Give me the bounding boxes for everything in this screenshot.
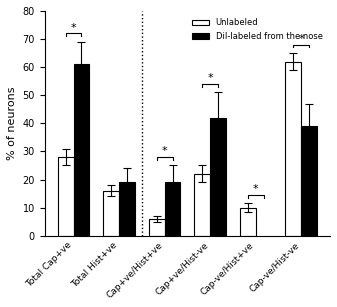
Bar [285, 61, 301, 236]
Bar [119, 182, 135, 236]
Bar [240, 208, 256, 236]
Bar [301, 126, 317, 236]
Bar [73, 64, 89, 236]
Text: *: * [298, 34, 304, 44]
Bar [103, 191, 119, 236]
Text: *: * [207, 73, 213, 83]
Bar [149, 219, 164, 236]
Text: *: * [71, 23, 76, 33]
Bar [164, 182, 181, 236]
Legend: Unlabeled, DiI-labeled from the nose: Unlabeled, DiI-labeled from the nose [189, 15, 326, 44]
Bar [194, 174, 210, 236]
Y-axis label: % of neurons: % of neurons [7, 87, 17, 160]
Bar [210, 118, 226, 236]
Text: *: * [253, 184, 258, 194]
Text: *: * [162, 146, 167, 156]
Bar [58, 157, 73, 236]
